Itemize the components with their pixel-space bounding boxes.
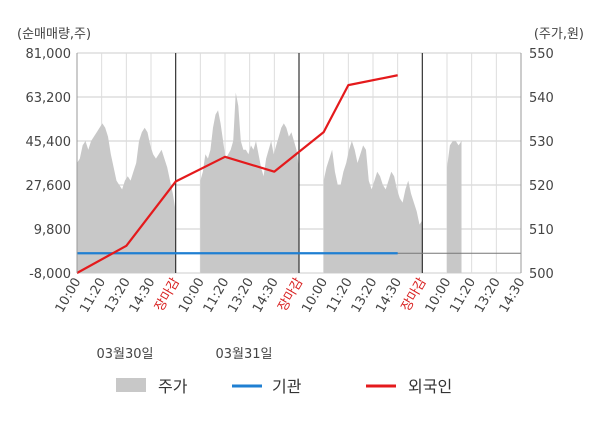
y-right-tick-label: 550 (529, 47, 554, 62)
series-foreign-line (76, 74, 398, 274)
x-tick-label: 14:30 (127, 276, 159, 316)
legend: 주가 기관 외국인 (116, 377, 452, 396)
legend-label: 기관 (272, 377, 302, 396)
price-area-session (200, 92, 299, 273)
date-label: 03월31일 (215, 347, 272, 362)
y-right-tick-label: 540 (529, 91, 554, 106)
x-tick-label: 14:30 (250, 276, 282, 316)
legend-label: 주가 (158, 377, 188, 396)
price-area-session (447, 141, 462, 273)
date-label: 03월30일 (96, 347, 153, 362)
y-right-tick-label: 500 (529, 267, 554, 282)
y-right-tick-label: 520 (529, 179, 554, 194)
y-left-tick-label: 81,000 (26, 47, 72, 62)
y-right-tick-label: 510 (529, 223, 554, 238)
legend-label: 외국인 (408, 377, 452, 396)
y-left-tick-label: 45,400 (26, 135, 72, 150)
price-area-session (77, 123, 176, 274)
price-area-session (323, 141, 423, 273)
y-left-tick-label: 9,800 (34, 223, 71, 238)
x-tick-label: 14:30 (373, 276, 405, 316)
y-right-tick-label: 530 (529, 135, 554, 150)
left-axis-label: (순매매량,주) (17, 27, 91, 42)
series-price-area (77, 92, 462, 274)
right-axis-label: (주가,원) (534, 27, 584, 42)
x-tick-label: 14:30 (497, 276, 529, 316)
legend-swatch-price (116, 378, 146, 392)
y-left-tick-label: 63,200 (26, 91, 72, 106)
y-left-tick-label: 27,600 (26, 179, 72, 194)
y-left-tick-label: -8,000 (29, 267, 71, 282)
